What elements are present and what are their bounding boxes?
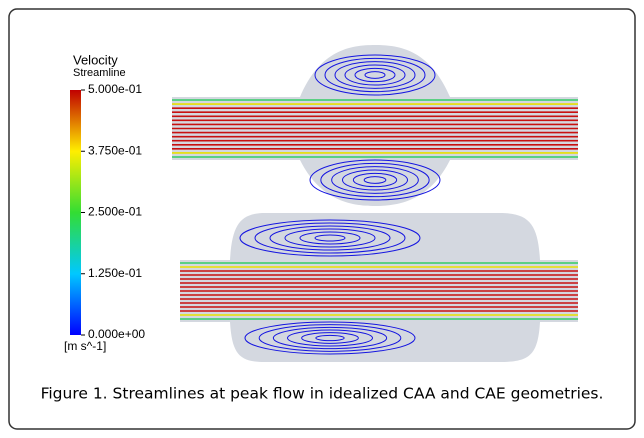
- legend-title: Velocity: [73, 52, 118, 67]
- colorbar-label: 1.250e-01: [88, 266, 142, 280]
- caption: Figure 1. Streamlines at peak flow in id…: [41, 385, 604, 403]
- colorbar: [70, 90, 81, 335]
- legend-subtitle: Streamline: [73, 67, 126, 79]
- colorbar-label: 5.000e-01: [88, 82, 142, 96]
- colorbar-label: 0.000e+00: [88, 327, 145, 341]
- colorbar-label: 3.750e-01: [88, 143, 142, 157]
- figure: Velocity Streamline [m s^-1] Figure 1. S…: [0, 0, 644, 438]
- colorbar-label: 2.500e-01: [88, 205, 142, 219]
- legend-unit: [m s^-1]: [64, 339, 106, 353]
